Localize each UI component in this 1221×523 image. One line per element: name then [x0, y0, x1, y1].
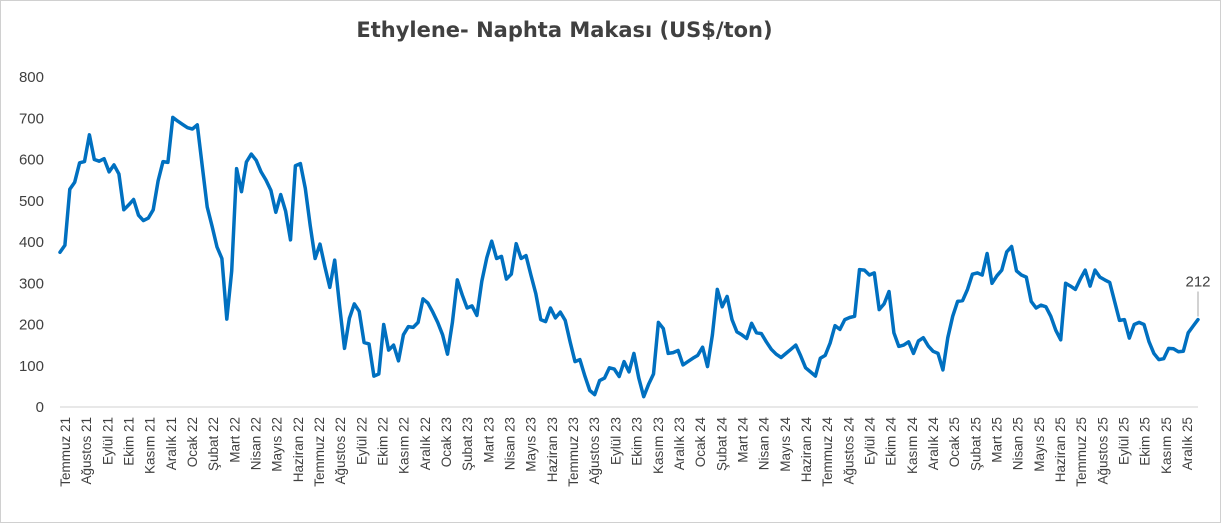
x-tick-label: Ocak 22 [185, 417, 200, 467]
y-tick-label: 400 [19, 234, 44, 251]
x-tick-label: Şubat 24 [714, 417, 729, 472]
x-tick-label: Ağustos 23 [587, 417, 602, 485]
x-tick-label: Mayıs 25 [1032, 417, 1047, 472]
x-tick-label: Mart 25 [990, 417, 1005, 463]
x-tick-label: Ekim 21 [122, 417, 137, 466]
x-tick-label: Ocak 24 [693, 417, 708, 468]
x-tick-label: Şubat 22 [206, 417, 221, 471]
y-axis: 0 100 200 300 400 500 600 700 800 [19, 69, 44, 416]
x-tick-label: Eylül 25 [1117, 417, 1132, 465]
x-tick-label: Kasım 21 [143, 417, 158, 474]
x-tick-label: Eylül 23 [608, 417, 623, 465]
x-tick-label: Nisan 25 [1011, 417, 1026, 470]
y-tick-label: 200 [19, 317, 44, 334]
x-tick-label: Kasım 24 [905, 417, 920, 475]
x-tick-label: Haziran 23 [545, 417, 560, 482]
x-tick-label: Mart 23 [481, 417, 496, 463]
x-tick-label: Eylül 24 [863, 417, 878, 466]
x-tick-label: Temmuz 23 [566, 417, 581, 487]
series-line [58, 115, 1200, 399]
x-tick-label: Haziran 22 [291, 417, 306, 482]
y-tick-label: 0 [36, 399, 44, 416]
x-tick-label: Ekim 22 [376, 417, 391, 466]
chart-title: Ethylene- Naphta Makası (US$/ton) [356, 18, 773, 42]
x-tick-label: Eylül 21 [100, 417, 115, 465]
x-tick-label: Mayıs 23 [524, 417, 539, 472]
y-tick-label: 800 [19, 69, 44, 86]
y-tick-label: 700 [19, 110, 44, 127]
x-tick-label: Mart 24 [735, 417, 750, 463]
x-tick-label: Temmuz 22 [312, 417, 327, 487]
x-tick-label: Aralık 23 [672, 417, 687, 470]
x-tick-label: Ocak 23 [439, 417, 454, 467]
y-tick-label: 500 [19, 193, 44, 210]
x-tick-label: Ekim 25 [1138, 417, 1153, 466]
x-tick-label: Nisan 22 [249, 417, 264, 470]
y-tick-label: 300 [19, 275, 44, 292]
last-value-label: 212 [1185, 274, 1210, 291]
x-tick-label: Ağustos 21 [79, 417, 94, 485]
x-tick-label: Aralık 24 [926, 417, 941, 471]
x-tick-label: Kasım 25 [1159, 417, 1174, 474]
x-tick-label: Kasım 23 [651, 417, 666, 474]
x-tick-label: Aralık 22 [418, 417, 433, 470]
x-tick-label: Eylül 22 [354, 417, 369, 465]
x-tick-label: Haziran 24 [799, 417, 814, 483]
x-tick-label: Temmuz 21 [58, 417, 73, 487]
x-tick-label: Haziran 25 [1053, 417, 1068, 482]
x-tick-label: Nisan 23 [503, 417, 518, 470]
x-tick-label: Şubat 23 [460, 417, 475, 471]
y-tick-label: 600 [19, 152, 44, 169]
x-tick-label: Ağustos 25 [1095, 417, 1110, 485]
x-tick-label: Mayıs 22 [270, 417, 285, 472]
x-axis: Temmuz 21 Ağustos 21 Eylül 21 Ekim 21 Kasım … [58, 406, 1198, 487]
x-tick-label: Ağustos 22 [333, 417, 348, 485]
x-tick-label: Mart 22 [227, 417, 242, 463]
x-tick-label: Temmuz 25 [1074, 417, 1089, 487]
x-tick-label: Kasım 22 [397, 417, 412, 474]
x-tick-label: Aralık 25 [1180, 417, 1195, 470]
x-tick-label: Ocak 25 [947, 417, 962, 467]
y-tick-label: 100 [19, 358, 44, 375]
x-tick-label: Mayıs 24 [778, 417, 793, 472]
x-tick-label: Ekim 23 [630, 417, 645, 466]
x-tick-label: Ağustos 24 [841, 417, 856, 485]
x-tick-label: Temmuz 24 [820, 417, 835, 487]
x-tick-label: Ekim 24 [884, 417, 899, 466]
x-tick-label: Aralık 21 [164, 417, 179, 470]
annotation-layer: 212 [1185, 274, 1211, 317]
x-tick-label: Şubat 25 [968, 417, 983, 471]
x-tick-label: Nisan 24 [757, 417, 772, 471]
